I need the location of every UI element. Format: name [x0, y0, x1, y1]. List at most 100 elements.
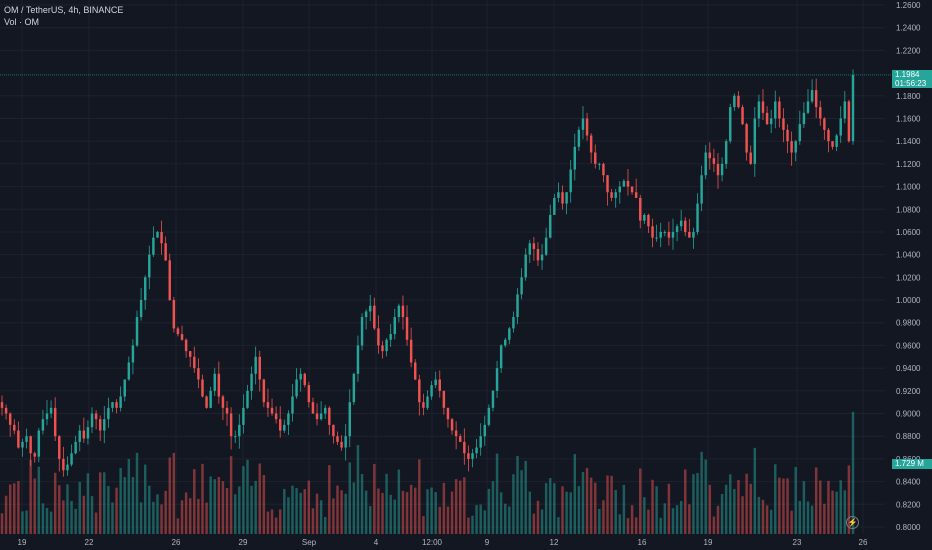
lightning-icon[interactable]: ⚡ [846, 516, 859, 529]
candle-body [17, 430, 20, 448]
volume-bar [323, 517, 327, 534]
volume-bar [839, 480, 842, 534]
volume-bar [786, 478, 789, 534]
candle-body [487, 407, 491, 425]
candle-body [364, 311, 368, 318]
candle-body [749, 152, 752, 164]
candle-body [733, 95, 736, 108]
candles [0, 69, 855, 477]
candle-body [86, 427, 90, 439]
candle-body [225, 407, 229, 414]
candle-body [319, 413, 323, 420]
candle-body [37, 430, 41, 457]
volume-bar [434, 492, 437, 534]
volume-bar [835, 491, 838, 534]
x-tick-label: 19 [18, 538, 27, 547]
volume-bar [495, 453, 499, 534]
volume-bar [213, 479, 216, 534]
volume-bar [291, 485, 294, 534]
candle-body [164, 243, 167, 261]
volume-bar [504, 503, 507, 534]
y-tick-label: 1.2600 [896, 1, 921, 10]
volume-bar [25, 510, 28, 534]
volume-bar [201, 463, 204, 534]
volume-bar [278, 509, 282, 534]
volume-bar [802, 481, 806, 534]
candle-body [544, 237, 548, 255]
volume-bar [319, 500, 323, 534]
candle-body [41, 419, 45, 431]
volume-bar [520, 470, 523, 534]
candle-body [49, 407, 53, 414]
volume-bar [810, 505, 814, 534]
volume-bar [368, 506, 372, 534]
volume-bar [684, 469, 687, 534]
candle-body [839, 118, 842, 136]
volume-bar [798, 500, 802, 534]
candle-body [197, 368, 200, 380]
candle-body [70, 453, 73, 465]
volume-bar [49, 511, 53, 534]
candle-body [58, 436, 61, 459]
y-tick-label: 1.0600 [896, 228, 921, 237]
volume-bar [377, 488, 380, 534]
volume-bar [262, 474, 266, 534]
y-tick-label: 0.9200 [896, 387, 921, 396]
candle-body [340, 441, 343, 448]
volume-bar [373, 464, 376, 534]
volume-bar [573, 454, 577, 534]
volume-bar [160, 504, 163, 534]
volume-bar [639, 468, 642, 534]
volume-bar [532, 513, 536, 534]
candle-body [29, 436, 32, 454]
volume-bar [487, 488, 491, 534]
volume-bar [127, 458, 131, 534]
volume-bar [70, 500, 73, 534]
volume-bar [749, 483, 752, 534]
volume-bar [246, 459, 249, 534]
candle-body [393, 317, 396, 335]
candle-body [463, 441, 466, 454]
volume-bar [508, 506, 511, 534]
volume-bar [626, 518, 630, 534]
volume-bar [737, 480, 740, 534]
x-tick-label: 23 [793, 538, 802, 547]
volume-legend[interactable]: Vol · OM [4, 17, 40, 27]
candle-body [66, 464, 69, 471]
candle-body [524, 254, 527, 278]
volume-bar [463, 477, 466, 534]
candle-body [765, 112, 769, 125]
candle-body [274, 413, 278, 420]
candle-body [184, 339, 188, 352]
volume-bar [610, 475, 613, 534]
symbol-title[interactable]: OM / TetherUS, 4h, BINANCE [4, 5, 124, 15]
candle-body [201, 379, 204, 397]
volume-bar [78, 481, 81, 534]
candle-body [4, 407, 8, 414]
candle-body [180, 334, 184, 340]
volume-bar [98, 472, 102, 534]
volume-bar [119, 467, 122, 534]
candle-body [336, 436, 339, 442]
volume-bar [393, 499, 396, 534]
candle-body [594, 152, 597, 164]
candle-body [790, 141, 793, 153]
volume-bar [413, 487, 417, 534]
candle-body [258, 356, 261, 380]
volume-bar [340, 490, 343, 534]
volume-bar [152, 501, 155, 534]
volume-bar [614, 489, 617, 534]
volume-bar [270, 509, 274, 534]
candle-body [442, 390, 446, 408]
volume-bar [221, 481, 225, 534]
volume-bar [381, 492, 384, 534]
candle-body [814, 90, 818, 108]
volume-bar [156, 494, 159, 534]
volume-bar [184, 492, 188, 534]
candle-body [802, 112, 806, 125]
volume-bar [143, 464, 147, 534]
candle-body [168, 260, 171, 301]
candle-body [188, 351, 192, 357]
candle-body [397, 305, 401, 318]
